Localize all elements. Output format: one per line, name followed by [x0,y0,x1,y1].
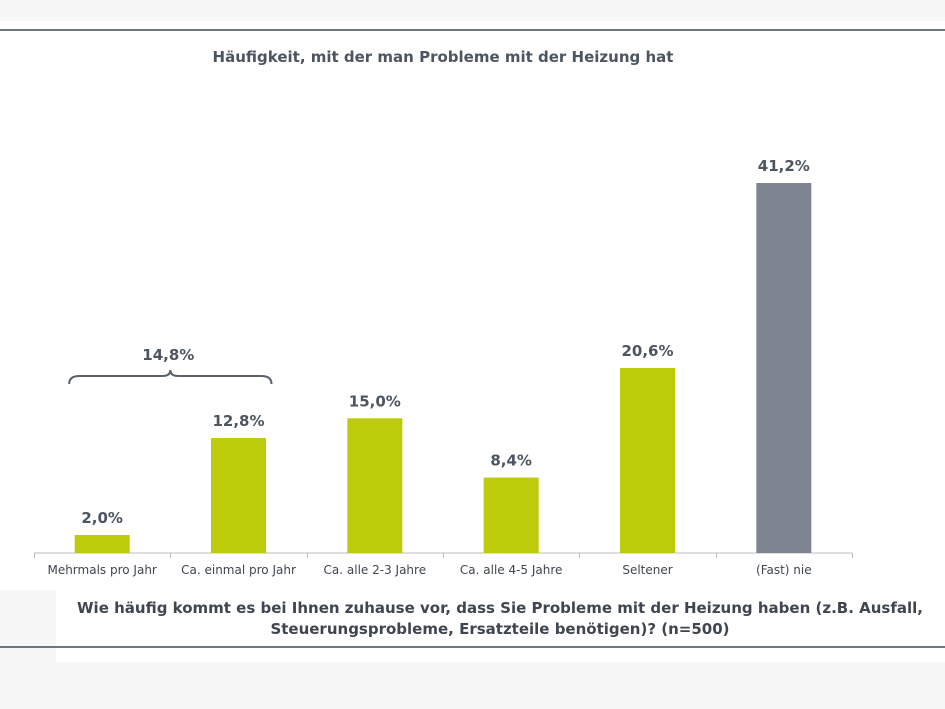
survey-question: Wie häufig kommt es bei Ihnen zuhause vo… [60,598,940,640]
question-line-1: Wie häufig kommt es bei Ihnen zuhause vo… [77,599,923,617]
category-label-6: (Fast) nie [756,563,812,577]
data-label-2: 12,8% [212,412,264,430]
bar-chart: 2,0% Mehrmals pro Jahr 12,8% Ca. einmal pro… [34,157,853,577]
data-label-6: 41,2% [758,157,810,175]
top-band [0,0,945,21]
top-rule [0,29,945,31]
data-label-1: 2,0% [81,509,123,527]
chart-title: Häufigkeit, mit der man Probleme mit der… [212,48,674,66]
bottom-rule [0,646,945,648]
bar-4 [483,477,539,553]
bracket-label: 14,8% [142,346,194,364]
data-label-5: 20,6% [621,342,673,360]
question-line-2: Steuerungsprobleme, Ersatzteile benötige… [270,620,730,638]
category-label-5: Seltener [622,563,672,577]
category-label-4: Ca. alle 4-5 Jahre [460,563,563,577]
bar-3 [347,418,403,553]
category-label-1: Mehrmals pro Jahr [47,563,156,577]
bar-6 [756,183,812,553]
bar-1 [74,535,130,553]
bar-5 [620,368,675,553]
bottom-band [0,662,945,709]
category-label-2: Ca. einmal pro Jahr [181,563,296,577]
data-label-4: 8,4% [490,452,532,470]
bar-2 [211,438,266,553]
category-label-3: Ca. alle 2-3 Jahre [324,563,427,577]
data-label-3: 15,0% [349,392,401,410]
bracket-brace [68,369,273,385]
